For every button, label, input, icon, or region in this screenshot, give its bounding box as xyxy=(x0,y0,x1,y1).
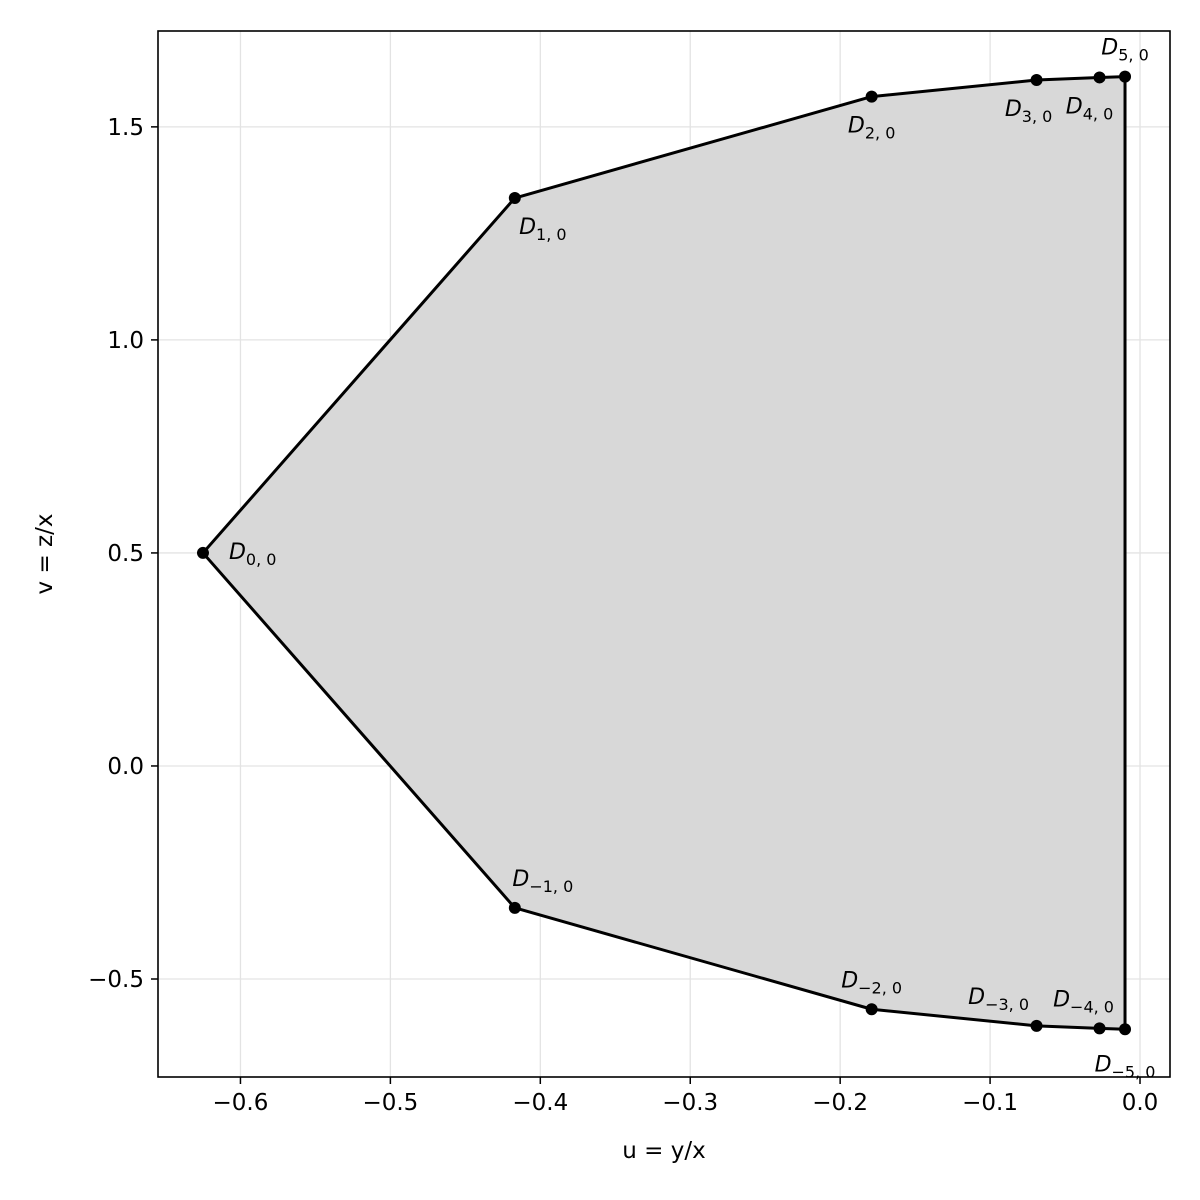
region-polygon xyxy=(202,76,1126,1030)
y-tick-label: −0.5 xyxy=(88,967,144,993)
point-label: D1, 0 xyxy=(519,215,566,244)
points xyxy=(196,70,1132,1036)
point-D-−40 xyxy=(1093,1022,1106,1035)
point-label: D0, 0 xyxy=(229,540,276,569)
y-ticks: −0.5 0.0 0.5 1.0 1.5 xyxy=(88,115,158,993)
x-tick-label: −0.5 xyxy=(362,1090,418,1116)
point-D-30 xyxy=(1030,73,1043,86)
point-D-50 xyxy=(1119,70,1132,83)
point-D-20 xyxy=(865,90,878,103)
point-label: D2, 0 xyxy=(848,114,895,143)
x-tick-label: 0.0 xyxy=(1122,1090,1159,1116)
point-label: D4, 0 xyxy=(1066,94,1113,123)
y-tick-label: 0.5 xyxy=(107,541,144,567)
point-label: D3, 0 xyxy=(1005,97,1052,126)
point-label: D−3, 0 xyxy=(968,985,1029,1014)
y-axis-label: v = z/x xyxy=(32,514,58,595)
x-tick-label: −0.2 xyxy=(812,1090,868,1116)
point-D-00 xyxy=(196,546,209,559)
y-tick-label: 1.5 xyxy=(107,115,144,141)
x-axis-label: u = y/x xyxy=(622,1138,705,1164)
x-tick-label: −0.6 xyxy=(213,1090,269,1116)
plot-frame xyxy=(157,30,1171,1078)
x-tick-label: −0.3 xyxy=(662,1090,718,1116)
x-ticks: −0.6 −0.5 −0.4 −0.3 −0.2 −0.1 0.0 xyxy=(213,1077,1159,1116)
y-tick-label: 0.0 xyxy=(107,754,144,780)
point-D-−30 xyxy=(1030,1019,1043,1032)
region-fill xyxy=(202,76,1126,1030)
point-D-−20 xyxy=(865,1003,878,1016)
point-D-−50 xyxy=(1119,1023,1132,1036)
point-D-10 xyxy=(508,192,521,205)
point-label: D5, 0 xyxy=(1101,36,1148,65)
point-label: D−1, 0 xyxy=(512,867,573,896)
y-tick-label: 1.0 xyxy=(107,328,144,354)
x-tick-label: −0.4 xyxy=(512,1090,568,1116)
point-label: D−4, 0 xyxy=(1053,987,1114,1016)
point-label: D−2, 0 xyxy=(841,968,902,997)
point-D-40 xyxy=(1093,71,1106,84)
point-D-−10 xyxy=(508,901,521,914)
x-tick-label: −0.1 xyxy=(962,1090,1018,1116)
point-labels: D0, 0 D1, 0 D2, 0 D3, 0 D4, 0 D5, 0 D−1, 0 D−2,… xyxy=(229,36,1155,1082)
